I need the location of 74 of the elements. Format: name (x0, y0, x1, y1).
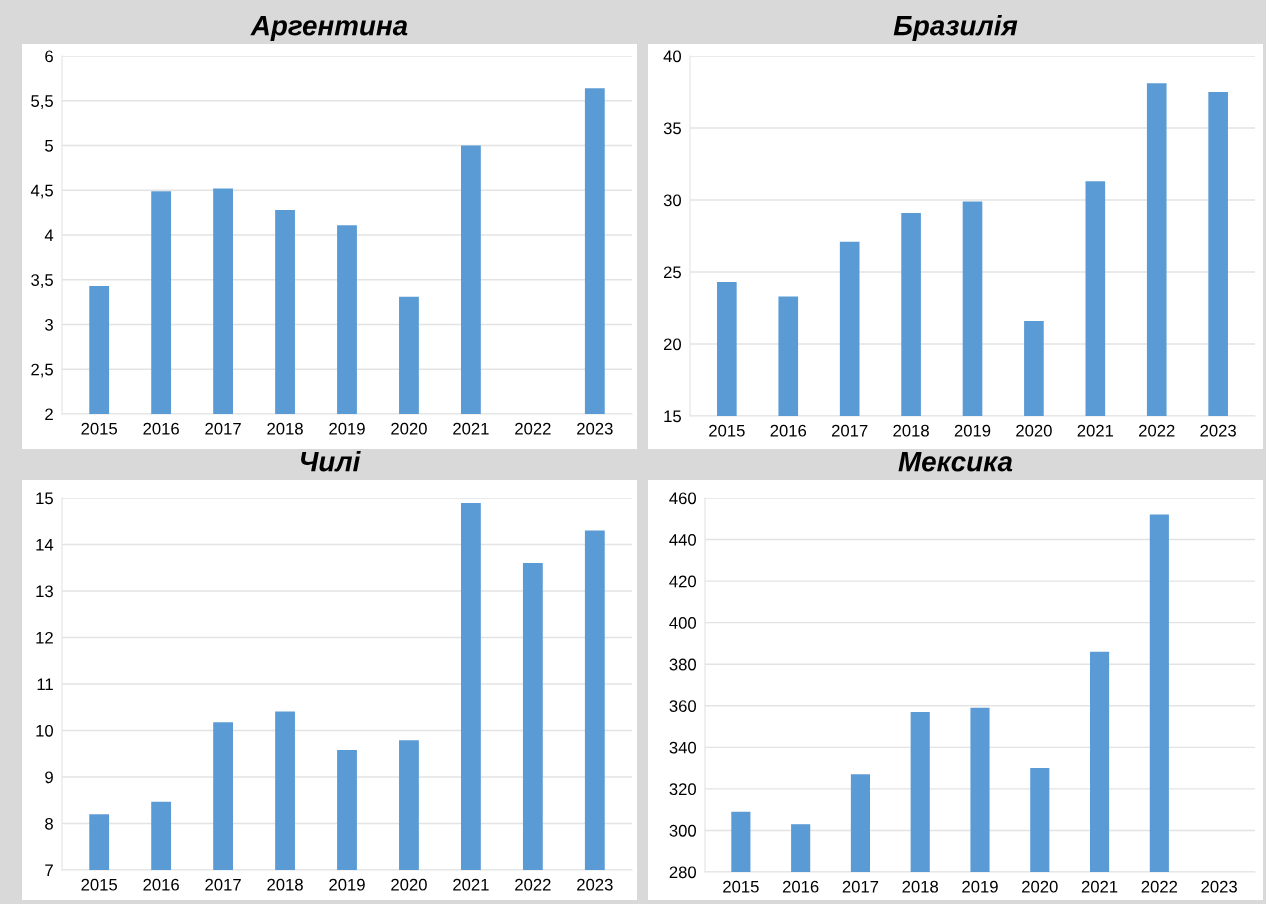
y-tick-label: 4 (44, 229, 54, 242)
chart-title: Бразилія (893, 15, 1018, 41)
y-tick-label: 13 (36, 585, 53, 598)
y-tick-label: 30 (663, 194, 682, 207)
y-tick-label: 2,5 (31, 363, 53, 378)
x-tick-label: 2019 (329, 422, 365, 435)
x-tick-label: 2015 (81, 878, 118, 891)
x-tick-label: 2016 (143, 878, 179, 891)
x-tick-label: 2020 (391, 878, 427, 891)
y-tick-label: 14 (36, 539, 54, 551)
x-tick-label: 2019 (329, 878, 365, 891)
x-tick-label: 2018 (902, 880, 939, 893)
y-tick-label: 340 (669, 741, 697, 754)
x-tick-label: 2022 (1139, 424, 1175, 437)
y-tick-label: 4,5 (30, 184, 53, 199)
x-tick-label: 2023 (577, 878, 613, 891)
x-tick-label: 2023 (1200, 424, 1236, 437)
x-tick-label: 2023 (1201, 880, 1237, 893)
x-tick-label: 2022 (1141, 880, 1178, 893)
x-tick-label: 2021 (453, 422, 489, 435)
x-tick-label: 2016 (770, 424, 807, 437)
chart-title: Чилі (301, 451, 361, 472)
y-tick-label: 8 (45, 817, 53, 830)
y-tick-label: 15 (36, 492, 53, 505)
x-tick-label: 2015 (723, 880, 759, 893)
x-tick-label: 2019 (962, 880, 998, 893)
x-tick-label: 2020 (1022, 880, 1058, 893)
x-tick-label: 2021 (453, 878, 489, 891)
y-tick-label: 12 (36, 631, 53, 644)
y-tick-label: 40 (663, 50, 682, 63)
chart-title: Аргентина (250, 16, 408, 41)
y-tick-label: 6 (45, 50, 53, 63)
x-tick-label: 2017 (205, 878, 241, 891)
y-tick-label: 320 (669, 783, 697, 796)
x-tick-label: 2016 (782, 880, 819, 893)
y-tick-label: 10 (36, 724, 54, 737)
x-tick-label: 2023 (577, 422, 613, 435)
x-tick-label: 2020 (391, 422, 427, 435)
y-tick-label: 400 (669, 617, 697, 629)
y-tick-label: 420 (669, 575, 697, 588)
y-tick-label: 2 (45, 408, 53, 421)
x-tick-label: 2022 (515, 878, 551, 891)
y-tick-label: 3 (45, 318, 53, 331)
x-tick-label: 2017 (205, 422, 241, 435)
x-tick-label: 2021 (1081, 880, 1118, 893)
y-tick-label: 280 (669, 866, 697, 879)
x-tick-label: 2018 (893, 424, 929, 437)
y-tick-label: 460 (669, 492, 697, 505)
x-tick-label: 2015 (709, 424, 745, 437)
x-tick-label: 2015 (81, 422, 118, 435)
x-tick-label: 2017 (831, 424, 868, 437)
x-tick-label: 2016 (143, 422, 179, 435)
y-tick-label: 440 (669, 533, 697, 546)
x-tick-label: 2020 (1016, 424, 1052, 437)
x-tick-label: 2022 (515, 422, 551, 435)
chart-title: Мексика (898, 452, 1013, 472)
x-tick-label: 2018 (267, 422, 303, 435)
y-tick-label: 3,5 (31, 274, 53, 288)
y-tick-label: 15 (664, 410, 681, 423)
y-tick-label: 5,5 (31, 95, 53, 109)
y-tick-label: 20 (663, 338, 682, 351)
y-tick-label: 380 (669, 658, 697, 671)
y-tick-label: 7 (45, 864, 53, 877)
y-tick-label: 5 (45, 140, 53, 152)
y-tick-label: 35 (663, 122, 681, 135)
x-tick-label: 2017 (842, 880, 879, 893)
y-tick-label: 25 (663, 266, 681, 279)
y-tick-label: 11 (37, 678, 53, 691)
y-tick-label: 9 (45, 771, 53, 784)
y-tick-label: 360 (669, 700, 697, 712)
y-tick-label: 300 (669, 824, 697, 837)
x-tick-label: 2021 (1077, 424, 1114, 437)
x-tick-label: 2018 (267, 878, 303, 891)
x-tick-label: 2019 (954, 424, 991, 437)
